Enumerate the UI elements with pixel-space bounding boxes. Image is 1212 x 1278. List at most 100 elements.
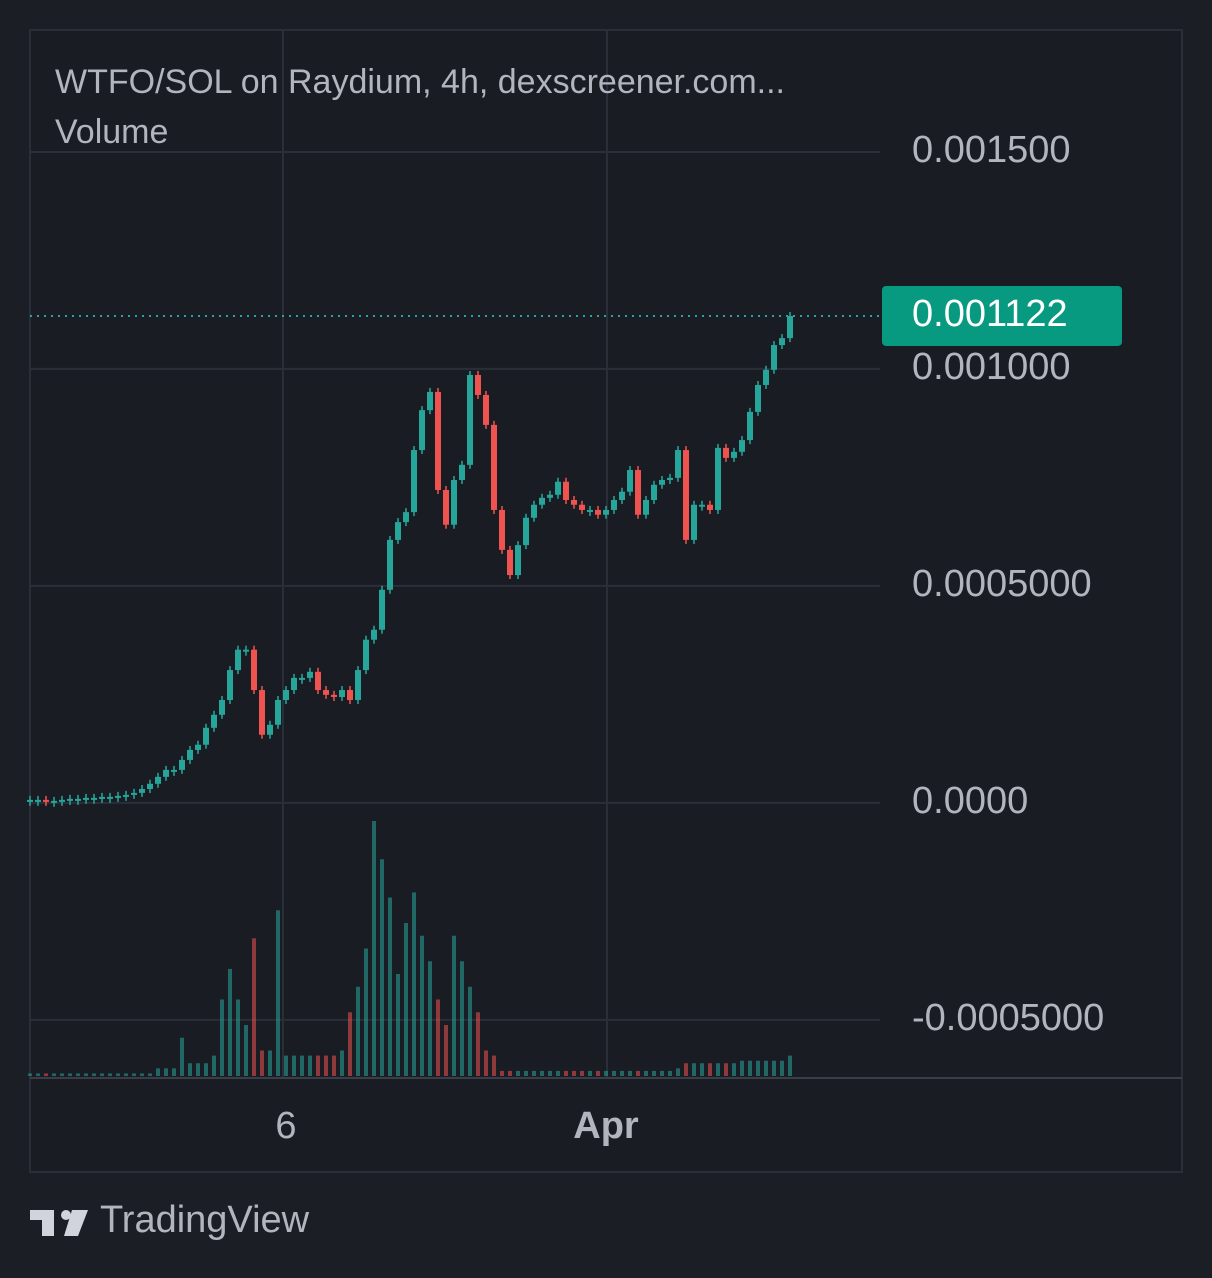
candle <box>131 792 137 795</box>
candle <box>619 491 625 500</box>
candle <box>595 509 601 515</box>
volume-bar <box>764 1060 768 1076</box>
volume-bar <box>508 1070 512 1076</box>
volume-bar <box>92 1073 96 1076</box>
volume-bar <box>340 1050 344 1076</box>
volume-bar <box>220 999 224 1076</box>
volume-bar <box>580 1070 584 1076</box>
candle <box>363 639 369 671</box>
y-tick-label: 0.001500 <box>912 129 1071 171</box>
candle <box>715 447 721 510</box>
candle <box>755 384 761 412</box>
volume-bar <box>516 1070 520 1076</box>
candle <box>379 589 385 630</box>
x-tick-label: Apr <box>573 1105 639 1147</box>
candle <box>259 690 265 735</box>
volume-bar <box>668 1070 672 1076</box>
volume-bar <box>308 1055 312 1076</box>
volume-bar <box>444 1025 448 1076</box>
volume-bar <box>148 1073 152 1076</box>
volume-bar <box>76 1073 80 1076</box>
candle <box>51 800 57 803</box>
candle <box>483 394 489 425</box>
candle <box>275 700 281 725</box>
y-tick-label: -0.0005000 <box>912 997 1104 1039</box>
candle <box>499 509 505 550</box>
candle <box>395 522 401 540</box>
volume-bar <box>524 1070 528 1076</box>
volume-bar <box>500 1070 504 1076</box>
candle <box>235 649 241 671</box>
volume-bar <box>132 1073 136 1076</box>
volume-bar <box>124 1073 128 1076</box>
candle <box>307 671 313 678</box>
volume-bar <box>652 1070 656 1076</box>
candle <box>171 769 177 772</box>
candle <box>747 411 753 441</box>
y-tick-label: 0.0005000 <box>912 563 1092 605</box>
candle <box>99 796 105 799</box>
volume-bar <box>372 821 376 1076</box>
candle <box>571 499 577 505</box>
volume-bar <box>740 1060 744 1076</box>
volume-bar <box>212 1055 216 1076</box>
candle <box>419 410 425 451</box>
volume-bar <box>692 1063 696 1076</box>
candle <box>251 649 257 691</box>
last-price-label: 0.001122 <box>912 293 1068 335</box>
candle <box>155 776 161 784</box>
candle <box>515 545 521 576</box>
volume-bar <box>676 1068 680 1076</box>
volume-bar <box>60 1073 64 1076</box>
candle <box>43 799 49 802</box>
candle <box>739 440 745 452</box>
volume-bar <box>316 1055 320 1076</box>
volume-bar <box>412 892 416 1076</box>
volume-bar <box>292 1055 296 1076</box>
candle <box>435 391 441 490</box>
volume-bar <box>556 1070 560 1076</box>
candle <box>563 481 569 500</box>
candle <box>475 374 481 395</box>
volume-bar <box>204 1063 208 1076</box>
candle <box>267 724 273 735</box>
volume-bar <box>276 910 280 1076</box>
candle <box>451 480 457 525</box>
candle <box>403 512 409 523</box>
candle <box>187 749 193 760</box>
candle <box>443 489 449 525</box>
candle <box>331 694 337 697</box>
candle <box>731 451 737 458</box>
volume-bar <box>612 1070 616 1076</box>
volume-bar <box>228 968 232 1076</box>
candle <box>355 670 361 701</box>
candle <box>75 798 81 801</box>
candle <box>611 499 617 510</box>
last-price-box <box>882 285 1122 346</box>
volume-bar <box>260 1050 264 1076</box>
candle <box>787 315 793 339</box>
candle <box>27 799 33 802</box>
volume-bar <box>700 1063 704 1076</box>
candle <box>555 481 561 495</box>
volume-bar <box>484 1050 488 1076</box>
candle <box>699 504 705 507</box>
candle <box>579 504 585 510</box>
candle <box>147 783 153 789</box>
volume-bar <box>684 1063 688 1076</box>
candle <box>523 517 529 546</box>
candle <box>531 504 537 518</box>
candle <box>163 769 169 777</box>
volume-bar <box>492 1055 496 1076</box>
candle <box>227 670 233 701</box>
volume-bar <box>788 1055 792 1076</box>
candle <box>211 714 217 728</box>
volume-bar <box>36 1073 40 1076</box>
volume-bar <box>380 859 384 1076</box>
candle <box>91 797 97 800</box>
volume-bar <box>332 1055 336 1076</box>
candle <box>323 690 329 695</box>
candle <box>35 799 41 802</box>
candle <box>779 338 785 346</box>
